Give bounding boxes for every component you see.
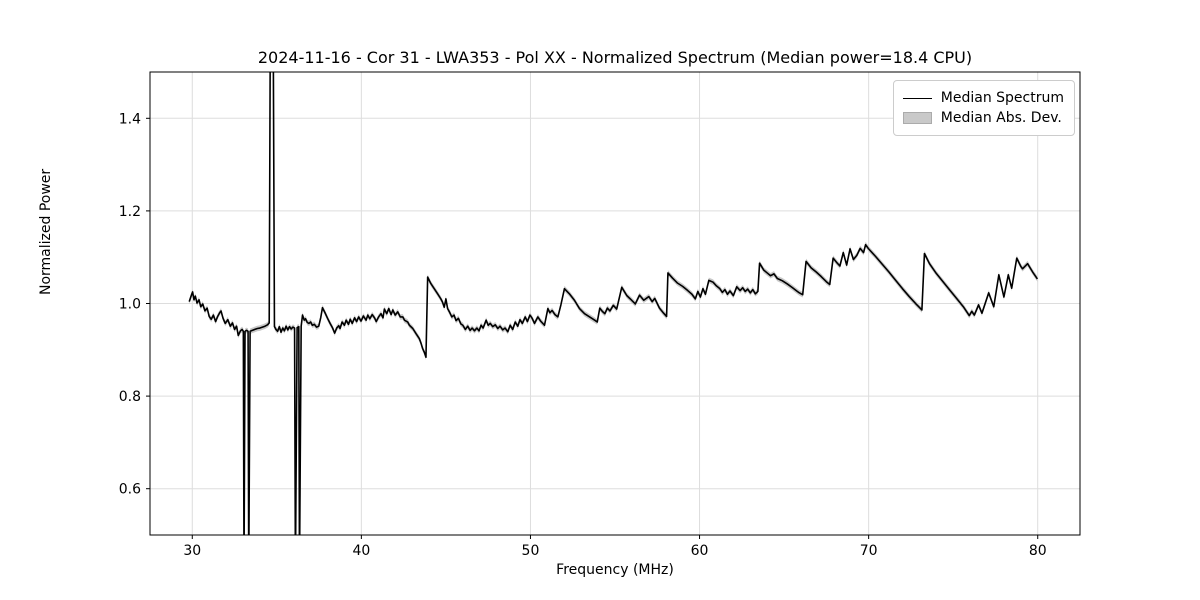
svg-text:50: 50 [522, 543, 540, 559]
legend-label: Median Abs. Dev. [940, 110, 1062, 126]
legend-label: Median Spectrum [940, 90, 1064, 106]
svg-text:70: 70 [860, 543, 878, 559]
median-abs-dev-patch-icon [902, 112, 932, 124]
svg-text:40: 40 [352, 543, 370, 559]
svg-text:1.0: 1.0 [119, 297, 141, 313]
svg-text:30: 30 [183, 543, 201, 559]
svg-text:1.2: 1.2 [119, 204, 141, 220]
median-spectrum-line-icon [902, 97, 932, 99]
svg-text:60: 60 [691, 543, 709, 559]
legend-item-median-abs-dev: Median Abs. Dev. [902, 108, 1064, 128]
legend-item-median-spectrum: Median Spectrum [902, 88, 1064, 108]
svg-text:0.8: 0.8 [119, 389, 141, 405]
chart-title: 2024-11-16 - Cor 31 - LWA353 - Pol XX - … [257, 48, 973, 67]
svg-text:0.6: 0.6 [119, 482, 141, 498]
svg-text:1.4: 1.4 [119, 111, 141, 127]
svg-text:80: 80 [1029, 543, 1047, 559]
x-axis-label: Frequency (MHz) [556, 562, 674, 578]
legend: Median Spectrum Median Abs. Dev. [892, 80, 1075, 136]
